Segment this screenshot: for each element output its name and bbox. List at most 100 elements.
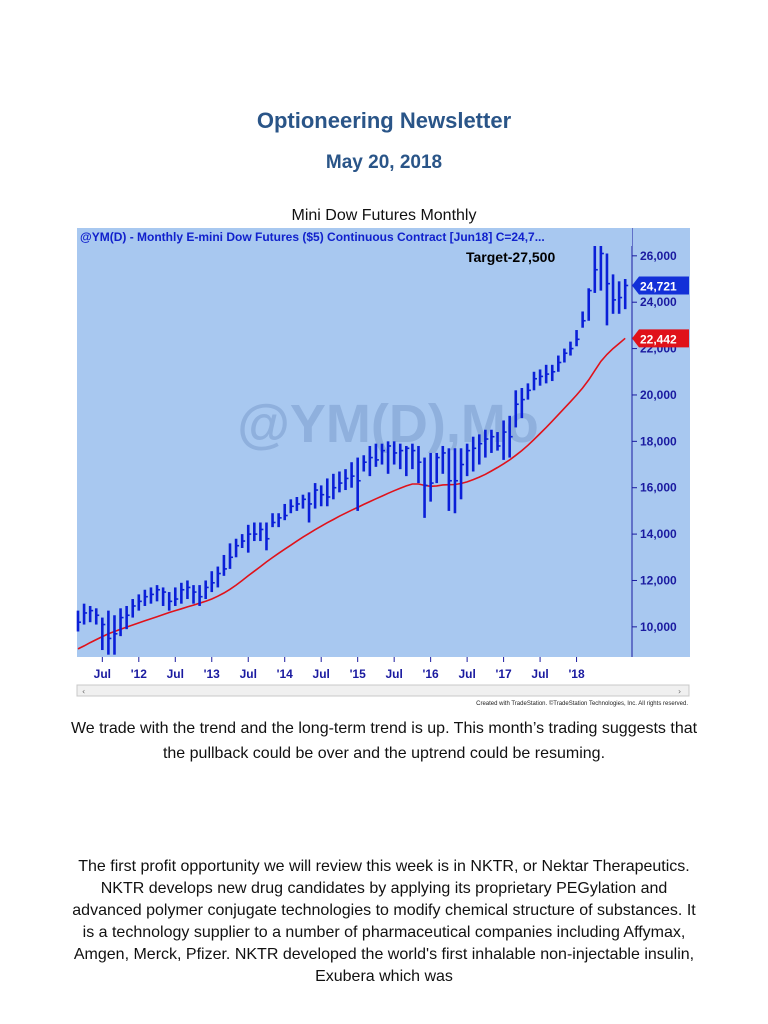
y-tick-label: 26,000 [640, 249, 677, 263]
price-bar [411, 443, 416, 470]
price-bar [435, 452, 440, 484]
last-close-tag: 24,721 [632, 276, 689, 295]
price-bar [113, 615, 118, 655]
price-bar [149, 587, 154, 604]
price-bar [623, 279, 629, 310]
price-bar [368, 445, 373, 477]
moving-average-layer [77, 337, 626, 650]
price-bar [277, 513, 282, 528]
price-bar [161, 587, 167, 606]
scroll-right-icon[interactable]: › [678, 687, 681, 696]
price-bar [611, 274, 617, 314]
price-bar [234, 538, 240, 558]
price-bar [526, 383, 531, 400]
chart-price-axis-bg [632, 228, 690, 657]
price-bar [575, 330, 580, 347]
moving-average-tag-shape [632, 329, 689, 348]
price-bar [587, 288, 592, 321]
x-tick-label: Jul [167, 667, 184, 681]
price-bar [301, 494, 306, 509]
price-bar [392, 441, 398, 465]
x-tick-label: '12 [131, 667, 148, 681]
price-bar [307, 492, 313, 523]
price-bar [508, 415, 513, 458]
x-tick-label: '13 [204, 667, 221, 681]
y-tick-label: 18,000 [640, 434, 677, 448]
intro-paragraph: We trade with the trend and the long-ter… [70, 720, 698, 762]
price-bar [246, 524, 252, 553]
chart-scrollbar[interactable] [76, 684, 690, 697]
price-bar [332, 473, 337, 500]
y-tick-label: 24,000 [640, 295, 677, 309]
nktr-paragraph: The first profit opportunity we will rev… [72, 858, 696, 985]
price-bar [131, 599, 136, 618]
x-tick-label: Jul [313, 667, 330, 681]
price-bar [405, 445, 410, 477]
price-bar [143, 589, 148, 606]
price-bar [490, 429, 495, 453]
x-tick-label: Jul [531, 667, 548, 681]
price-bar [313, 483, 319, 509]
price-bar [283, 503, 288, 521]
price-bar [502, 420, 507, 460]
x-tick-label: '14 [277, 667, 294, 681]
y-tick-label: 14,000 [640, 527, 677, 541]
x-tick-label: Jul [458, 667, 475, 681]
price-bar [155, 585, 161, 602]
price-bar [532, 371, 537, 391]
x-tick-label: '15 [350, 667, 367, 681]
price-bar [557, 355, 562, 372]
price-bar [484, 429, 489, 458]
y-tick-label: 10,000 [640, 620, 677, 634]
moving-average-line [77, 337, 626, 650]
price-bar [496, 432, 501, 451]
y-axis-layer: 26,00024,00022,00020,00018,00016,00014,0… [632, 249, 677, 634]
newsletter-date: May 20, 2018 [325, 152, 443, 173]
price-bar [88, 605, 94, 623]
price-bar [374, 443, 379, 467]
chart-svg: @YM(D),Mo 26,00024,00022,00020,00018,000… [76, 227, 690, 709]
price-bar [198, 585, 203, 606]
price-bar [82, 603, 88, 625]
chart-plot-bg [77, 228, 632, 657]
price-bar [362, 455, 367, 472]
x-tick-label: '16 [423, 667, 440, 681]
moving-average-tag: 22,442 [632, 329, 689, 348]
x-tick-label: '18 [568, 667, 585, 681]
price-bar [581, 311, 586, 328]
newsletter-title: Optioneering Newsletter [256, 108, 512, 133]
price-bar [240, 534, 246, 549]
price-bar [253, 522, 258, 542]
last-close-tag-label: 24,721 [640, 279, 677, 293]
price-chart: @YM(D),Mo 26,000 24,000 22,000 20,000 18,000… [76, 227, 690, 709]
price-bar [107, 610, 112, 655]
x-tick-label: Jul [94, 667, 111, 681]
price-bar [423, 457, 428, 518]
price-bar [344, 469, 349, 491]
chart-header-bg [77, 228, 632, 246]
price-bar [447, 448, 452, 511]
price-bar [186, 580, 191, 600]
price-bar [222, 554, 227, 576]
price-bar [167, 592, 173, 611]
price-bar [180, 582, 185, 604]
price-bar [398, 443, 404, 470]
price-bar [295, 496, 300, 511]
price-bar [125, 605, 130, 630]
price-bar [550, 364, 556, 382]
price-bar [520, 388, 525, 419]
price-bar [563, 348, 568, 363]
price-bar [325, 478, 331, 507]
y-tick-label: 20,000 [640, 388, 677, 402]
price-bar [173, 587, 179, 606]
price-bar [356, 457, 361, 511]
price-bar [289, 499, 294, 514]
price-bar [76, 610, 81, 632]
price-bar [204, 580, 209, 600]
x-tick-label: Jul [240, 667, 257, 681]
price-bar [380, 443, 385, 465]
price-bar [417, 445, 422, 484]
chart-caption: Mini Dow Futures Monthly [291, 207, 477, 224]
scroll-left-icon[interactable]: ‹ [82, 687, 85, 696]
price-bar [386, 441, 392, 474]
